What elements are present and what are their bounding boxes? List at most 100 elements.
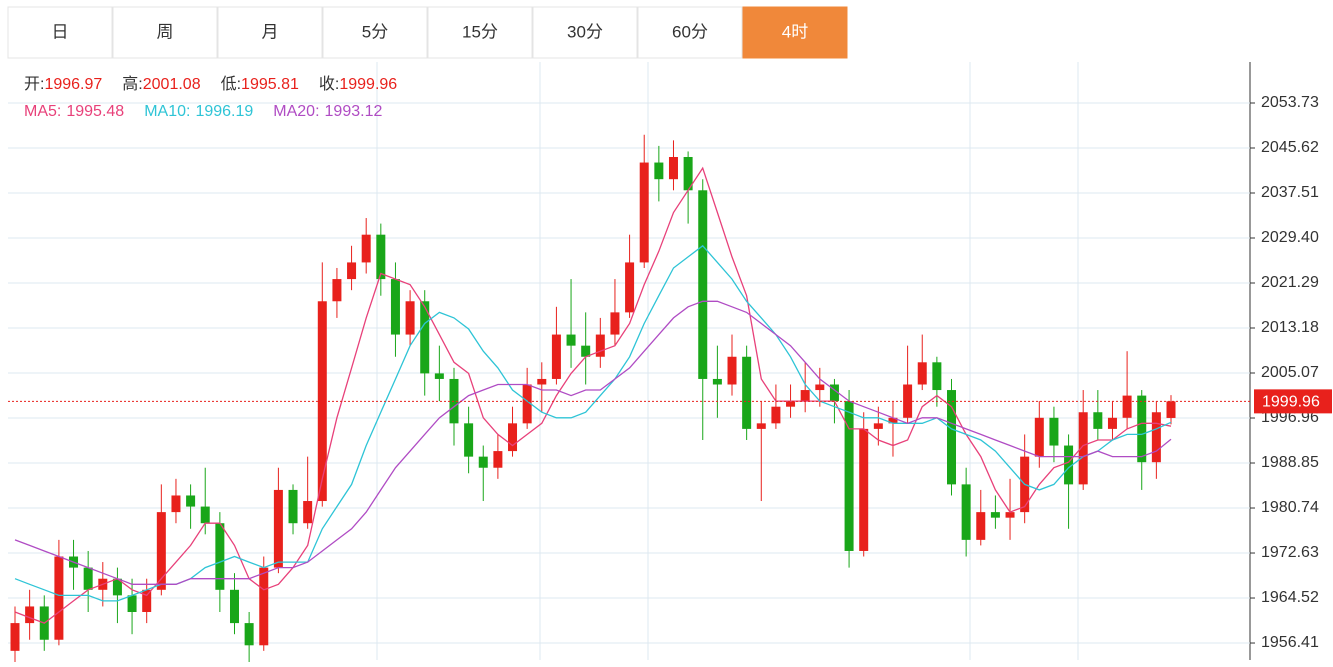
candle-body — [1034, 417, 1044, 457]
y-tick-label: 1980.74 — [1261, 499, 1319, 516]
tab-label[interactable]: 4时 — [782, 22, 808, 41]
candle-body — [859, 428, 869, 551]
candle-body — [288, 489, 298, 524]
candle-body — [698, 190, 708, 379]
candle-body — [25, 606, 35, 624]
candle-body — [727, 356, 737, 385]
candle-body — [1049, 417, 1059, 446]
candle-body — [668, 156, 678, 180]
candle-body — [1078, 412, 1088, 485]
tab[interactable] — [427, 6, 533, 59]
candle-body — [742, 356, 752, 429]
ma-line — [14, 300, 1172, 585]
candle-body — [683, 156, 693, 191]
plot-area — [8, 62, 1250, 660]
candle-body — [581, 345, 591, 357]
y-tick-label: 2029.40 — [1261, 229, 1319, 246]
y-tick-label: 1988.85 — [1261, 454, 1319, 471]
tab[interactable] — [322, 6, 428, 59]
candle-body — [1166, 401, 1176, 418]
candle-body — [10, 623, 20, 651]
candle-body — [478, 456, 488, 468]
y-tick-label: 2037.51 — [1261, 184, 1319, 201]
tab-label[interactable]: 月 — [262, 22, 279, 41]
candle-body — [712, 378, 722, 385]
y-tick-label: 2045.62 — [1261, 139, 1319, 156]
candle-body — [317, 301, 327, 502]
tab-label[interactable]: 15分 — [462, 22, 498, 41]
candle-body — [171, 495, 181, 513]
candle-body — [888, 417, 898, 424]
legend-name: MA5: — [24, 103, 61, 120]
ohlc-label: 开: — [24, 76, 44, 93]
tab-label[interactable]: 日 — [52, 22, 69, 41]
tab[interactable] — [532, 6, 638, 59]
tab-label[interactable]: 60分 — [672, 22, 708, 41]
tab[interactable] — [112, 6, 218, 59]
candle-body — [1122, 395, 1132, 418]
candle-body — [186, 495, 196, 507]
y-tick-label: 1956.41 — [1261, 634, 1319, 651]
candle-body — [610, 312, 620, 335]
legend-value: 1996.19 — [195, 103, 253, 120]
candle-body — [566, 334, 576, 346]
candle-body — [1005, 512, 1015, 518]
legend-value: 1995.48 — [66, 103, 124, 120]
price-tag-label: 1999.96 — [1262, 394, 1320, 411]
y-tick-label: 1972.63 — [1261, 544, 1319, 561]
candle-body — [244, 623, 254, 646]
candle-body — [1107, 417, 1117, 429]
candle-body — [127, 595, 137, 613]
candle-body — [976, 512, 986, 540]
candle-body — [1137, 395, 1147, 463]
tab[interactable] — [217, 6, 323, 59]
candle-body — [551, 334, 561, 379]
candle-body — [947, 390, 957, 485]
ohlc-header: 开:1996.97 高:2001.08 低:1995.81 收:1999.96 — [24, 75, 397, 93]
candle-body — [800, 390, 810, 402]
candle-body — [420, 301, 430, 374]
candle-body — [829, 384, 839, 402]
y-tick-label: 1964.52 — [1261, 589, 1319, 606]
time-grid — [376, 62, 1079, 660]
ohlc-value: 1999.96 — [339, 76, 397, 93]
candle-body — [390, 279, 400, 335]
ma-legend: MA5: 1995.48 MA10: 1996.19 MA20: 1993.12 — [24, 103, 382, 120]
tab[interactable] — [7, 6, 113, 59]
candle-body — [903, 384, 913, 418]
tab[interactable] — [637, 6, 743, 59]
candle-body — [844, 401, 854, 551]
candle-body — [786, 401, 796, 407]
candle-body — [1151, 412, 1161, 463]
candle-body — [625, 262, 635, 313]
price-tag — [1254, 389, 1332, 414]
y-tick-label: 2053.73 — [1261, 94, 1319, 111]
ohlc-label: 收: — [319, 75, 339, 93]
candle-body — [595, 334, 605, 357]
candle-body — [1064, 445, 1074, 485]
tab-label[interactable]: 30分 — [567, 22, 603, 41]
legend-name: MA10: — [144, 103, 190, 120]
ohlc-value: 2001.08 — [143, 76, 201, 93]
candle-body — [537, 378, 547, 385]
tab[interactable] — [742, 6, 848, 59]
candle-body — [639, 162, 649, 263]
candle-body — [771, 406, 781, 424]
candle-body — [259, 567, 269, 646]
candle-body — [990, 512, 1000, 518]
y-tick-label: 2021.29 — [1261, 274, 1319, 291]
candle-body — [332, 279, 342, 302]
candle-body — [142, 589, 152, 613]
candle-body — [229, 589, 239, 624]
ohlc-label: 低: — [221, 75, 241, 93]
legend-value: 1993.12 — [325, 103, 383, 120]
candle-body — [932, 362, 942, 391]
tab-label[interactable]: 周 — [157, 22, 174, 41]
candle-body — [347, 262, 357, 280]
candle-body — [83, 567, 93, 590]
ma-line — [14, 166, 1172, 624]
candle-body — [156, 512, 166, 590]
tab-label[interactable]: 5分 — [362, 22, 388, 41]
candle-body — [273, 489, 283, 568]
